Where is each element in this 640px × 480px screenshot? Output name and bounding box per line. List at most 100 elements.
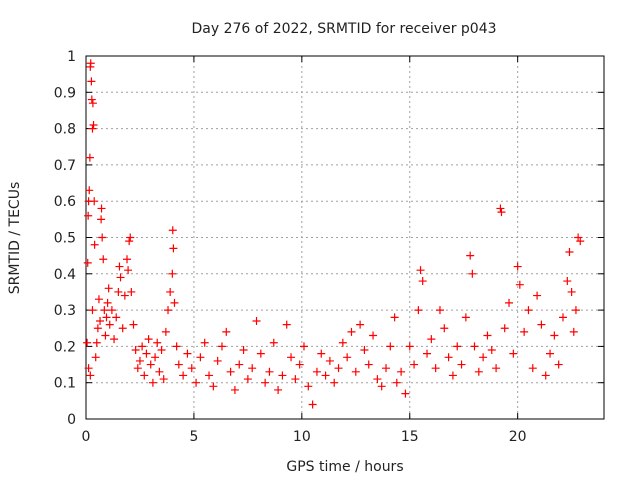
data-point [91,353,100,362]
data-point [135,356,144,365]
data-point [86,59,95,68]
data-point [343,353,352,362]
data-point [265,367,274,376]
data-point [118,324,127,333]
x-axis-label: GPS time / hours [286,459,403,475]
data-point [230,385,239,394]
data-point [196,353,205,362]
data-point [125,237,134,246]
data-point [392,378,401,387]
data-point [550,331,559,340]
data-point [133,364,142,373]
data-point [533,291,542,300]
data-point [146,360,155,369]
data-point [166,287,175,296]
data-point [418,277,427,286]
data-points [83,59,585,409]
data-point [304,382,313,391]
data-point [179,371,188,380]
data-point [461,313,470,322]
data-point [131,346,140,355]
x-tick-label: 0 [82,429,91,445]
data-point [470,342,479,351]
data-point [483,331,492,340]
data-point [107,306,116,315]
data-point [110,335,119,344]
y-tick-label: 0.6 [54,194,76,210]
data-point [496,204,505,213]
data-point [217,342,226,351]
data-point [416,266,425,275]
data-point [84,364,93,373]
data-point [440,324,449,333]
data-point [405,342,414,351]
data-point [269,338,278,347]
data-point [321,371,330,380]
data-point [85,153,94,162]
data-point [377,382,386,391]
x-tick-label: 10 [293,429,311,445]
y-tick-label: 0.9 [54,85,76,101]
data-point [87,77,96,86]
data-point [513,262,522,271]
data-point [427,335,436,344]
data-point [168,269,177,278]
data-point [105,320,114,329]
data-point [373,375,382,384]
data-point [151,353,160,362]
grid-lines [86,56,604,419]
data-point [414,306,423,315]
data-point [88,99,97,108]
data-point [83,258,92,267]
data-point [571,306,580,315]
data-point [112,313,121,322]
data-point [435,306,444,315]
data-point [248,364,257,373]
data-point [338,338,347,347]
data-point [252,316,261,325]
data-point [169,244,178,253]
data-point [325,356,334,365]
data-point [274,385,283,394]
data-point [96,316,105,325]
data-point [330,378,339,387]
data-point [558,313,567,322]
data-point [563,277,572,286]
x-tick-label: 20 [509,429,527,445]
data-point [114,287,123,296]
y-tick-label: 0.8 [54,122,76,138]
data-point [116,273,125,282]
data-point [466,251,475,260]
data-point [487,346,496,355]
x-axis-tick-labels: 0 5 10 15 20 [82,429,527,445]
data-point [567,287,576,296]
data-point [278,371,287,380]
data-point [453,342,462,351]
data-point [222,327,231,336]
data-point [497,208,506,217]
data-point [187,364,196,373]
data-point [172,342,181,351]
data-point [183,349,192,358]
data-point [90,197,99,206]
data-point [102,313,111,322]
y-tick-label: 0.3 [54,303,76,319]
data-point [89,120,98,129]
y-axis-tick-labels: 0 0.1 0.2 0.3 0.4 0.5 0.6 0.7 0.8 0.9 1 [54,49,76,428]
y-tick-label: 0.7 [54,158,76,174]
data-point [84,211,93,220]
data-point [164,306,173,315]
data-point [126,233,135,242]
y-tick-label: 0.5 [54,231,76,247]
data-point [509,349,518,358]
data-point [97,215,106,224]
data-point [155,367,164,376]
data-point [537,320,546,329]
data-point [287,353,296,362]
data-point [153,338,162,347]
data-point [124,266,133,275]
data-point [127,287,136,296]
data-point [94,295,103,304]
data-point [554,360,563,369]
x-tick-label: 5 [189,429,198,445]
